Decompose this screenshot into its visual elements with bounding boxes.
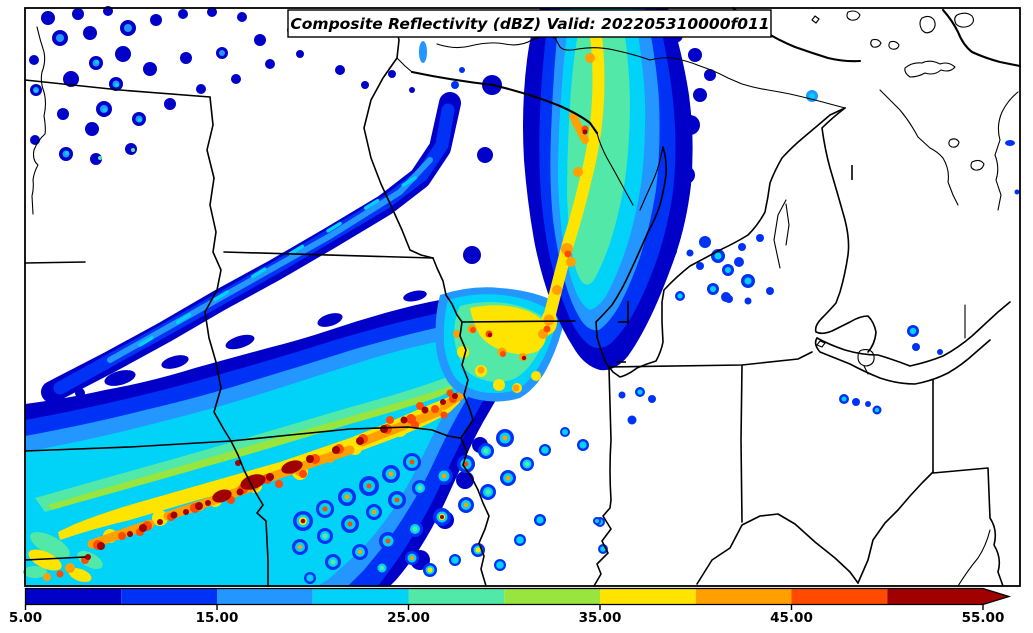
colorbar-label: 55.00 [962, 610, 1005, 626]
colorbar-label: 35.00 [579, 610, 622, 626]
map-frame [24, 7, 1021, 587]
lake-st-clair [857, 349, 875, 367]
border-minnesota-iowa [223, 251, 434, 259]
colorbar-label: 45.00 [770, 610, 813, 626]
border-missouri-river [204, 96, 269, 587]
border-iowa-missouri [24, 426, 461, 452]
radar-band-wisconsin [463, 8, 716, 371]
border-wisconsin-illinois [461, 320, 576, 323]
radar-shield-main [23, 290, 540, 586]
radar-cells-northwest [29, 6, 427, 165]
colorbar-ticks [24, 604, 984, 610]
colorbar: 5.00 15.00 25.00 35.00 45.00 55.00 [9, 587, 1012, 626]
colorbar-label: 25.00 [387, 610, 430, 626]
radar-cells-popcorn [292, 427, 608, 584]
border-wisconsin-michigan [410, 70, 599, 135]
state-borders [24, 6, 1022, 587]
title-box: Composite Reflectivity (dBZ) Valid: 2022… [287, 9, 772, 38]
island-manitoulin [904, 60, 956, 78]
border-michigan-indiana [608, 351, 813, 368]
border-mississippi-river [432, 257, 490, 587]
border-illinois-indiana [593, 367, 612, 587]
shore-georgian-bay [879, 89, 959, 206]
graticule-ticks [616, 165, 853, 363]
colorbar-label: 15.00 [196, 610, 239, 626]
border-ohio-river [696, 513, 859, 585]
radar-field [23, 6, 1020, 586]
border-west-river [31, 26, 47, 215]
colorbar-label: 5.00 [9, 610, 42, 626]
shore-lake-michigan [595, 107, 846, 378]
colorbar-tick-labels: 5.00 15.00 25.00 35.00 45.00 55.00 [9, 610, 1005, 626]
border-indiana-ohio [740, 365, 743, 523]
colorbar-extend-arrow [983, 588, 1009, 605]
radar-cores-extreme [85, 393, 458, 560]
map-title: Composite Reflectivity (dBZ) Valid: 2022… [290, 15, 769, 33]
shore-lake-huron [814, 107, 877, 353]
border-parallel-nw [24, 79, 211, 98]
shore-green-bay [596, 132, 634, 206]
border-ohio-pennsylvania [932, 379, 1004, 587]
shore-lake-superior [436, 35, 846, 109]
shore-lake-erie [816, 301, 1011, 367]
radar-cluster-transition [435, 287, 563, 402]
